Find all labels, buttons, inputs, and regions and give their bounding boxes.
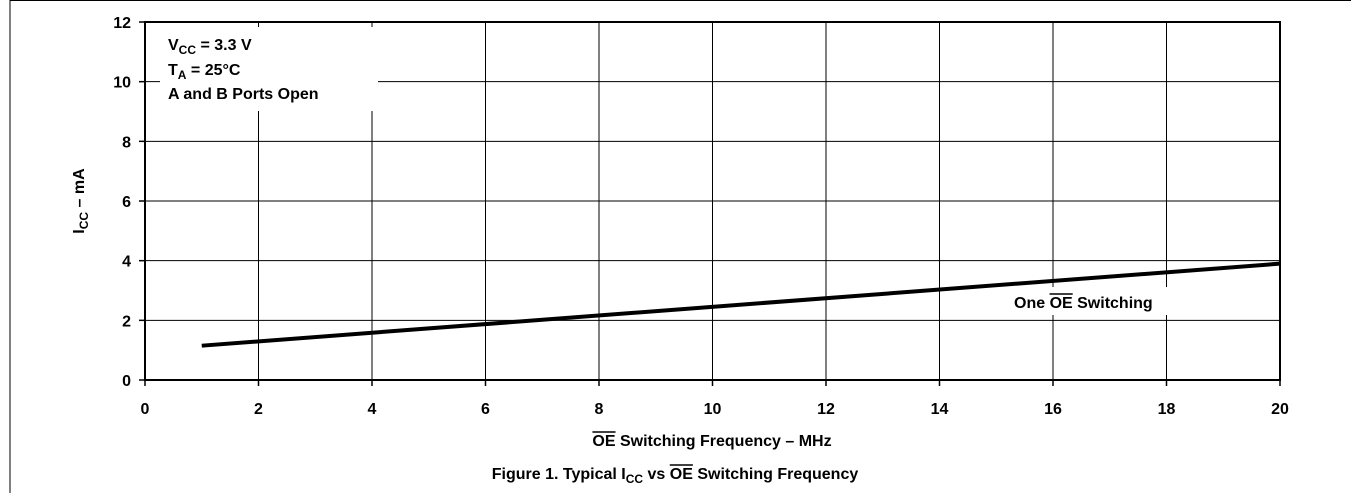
x-tick-label: 10: [704, 401, 722, 418]
x-tick-label: 16: [1044, 401, 1062, 418]
x-tick-label: 8: [595, 401, 604, 418]
plot-frame: [144, 21, 1281, 381]
y-tick-labels: 0 2 4 6 8 10 12: [113, 15, 131, 390]
series-label: One OE Switching: [1014, 295, 1153, 312]
x-axis-label: OE Switching Frequency – MHz: [592, 433, 831, 450]
series-line-one-oe-switching: [201, 261, 1281, 348]
y-axis-label: ICC – mA: [71, 168, 91, 234]
x-tick-labels: 0 2 4 6 8 10 12 14 16 18 20: [141, 401, 1289, 418]
y-tick-label: 4: [122, 254, 131, 271]
series-label-bg: [1008, 287, 1200, 315]
condition-ta: TA = 25°C: [168, 62, 241, 82]
conditions-box: [160, 27, 378, 111]
x-tick-label: 14: [931, 401, 949, 418]
y-tick-label: 8: [122, 134, 131, 151]
y-tick-label: 6: [122, 194, 131, 211]
y-tick-label: 2: [122, 313, 131, 330]
y-tick-label: 0: [122, 373, 131, 390]
x-tick-label: 4: [368, 401, 377, 418]
condition-ports: A and B Ports Open: [168, 86, 319, 103]
figure-caption: Figure 1. Typical ICC vs OE Switching Fr…: [492, 466, 859, 486]
x-tick-label: 0: [141, 401, 150, 418]
y-tick-label: 10: [113, 75, 131, 92]
y-tick-label: 12: [113, 15, 131, 32]
x-tick-label: 18: [1158, 401, 1176, 418]
x-tick-label: 6: [481, 401, 490, 418]
x-tick-label: 20: [1271, 401, 1289, 418]
x-tick-label: 12: [817, 401, 835, 418]
x-tick-label: 2: [254, 401, 263, 418]
condition-vcc: VCC = 3.3 V: [168, 37, 252, 57]
